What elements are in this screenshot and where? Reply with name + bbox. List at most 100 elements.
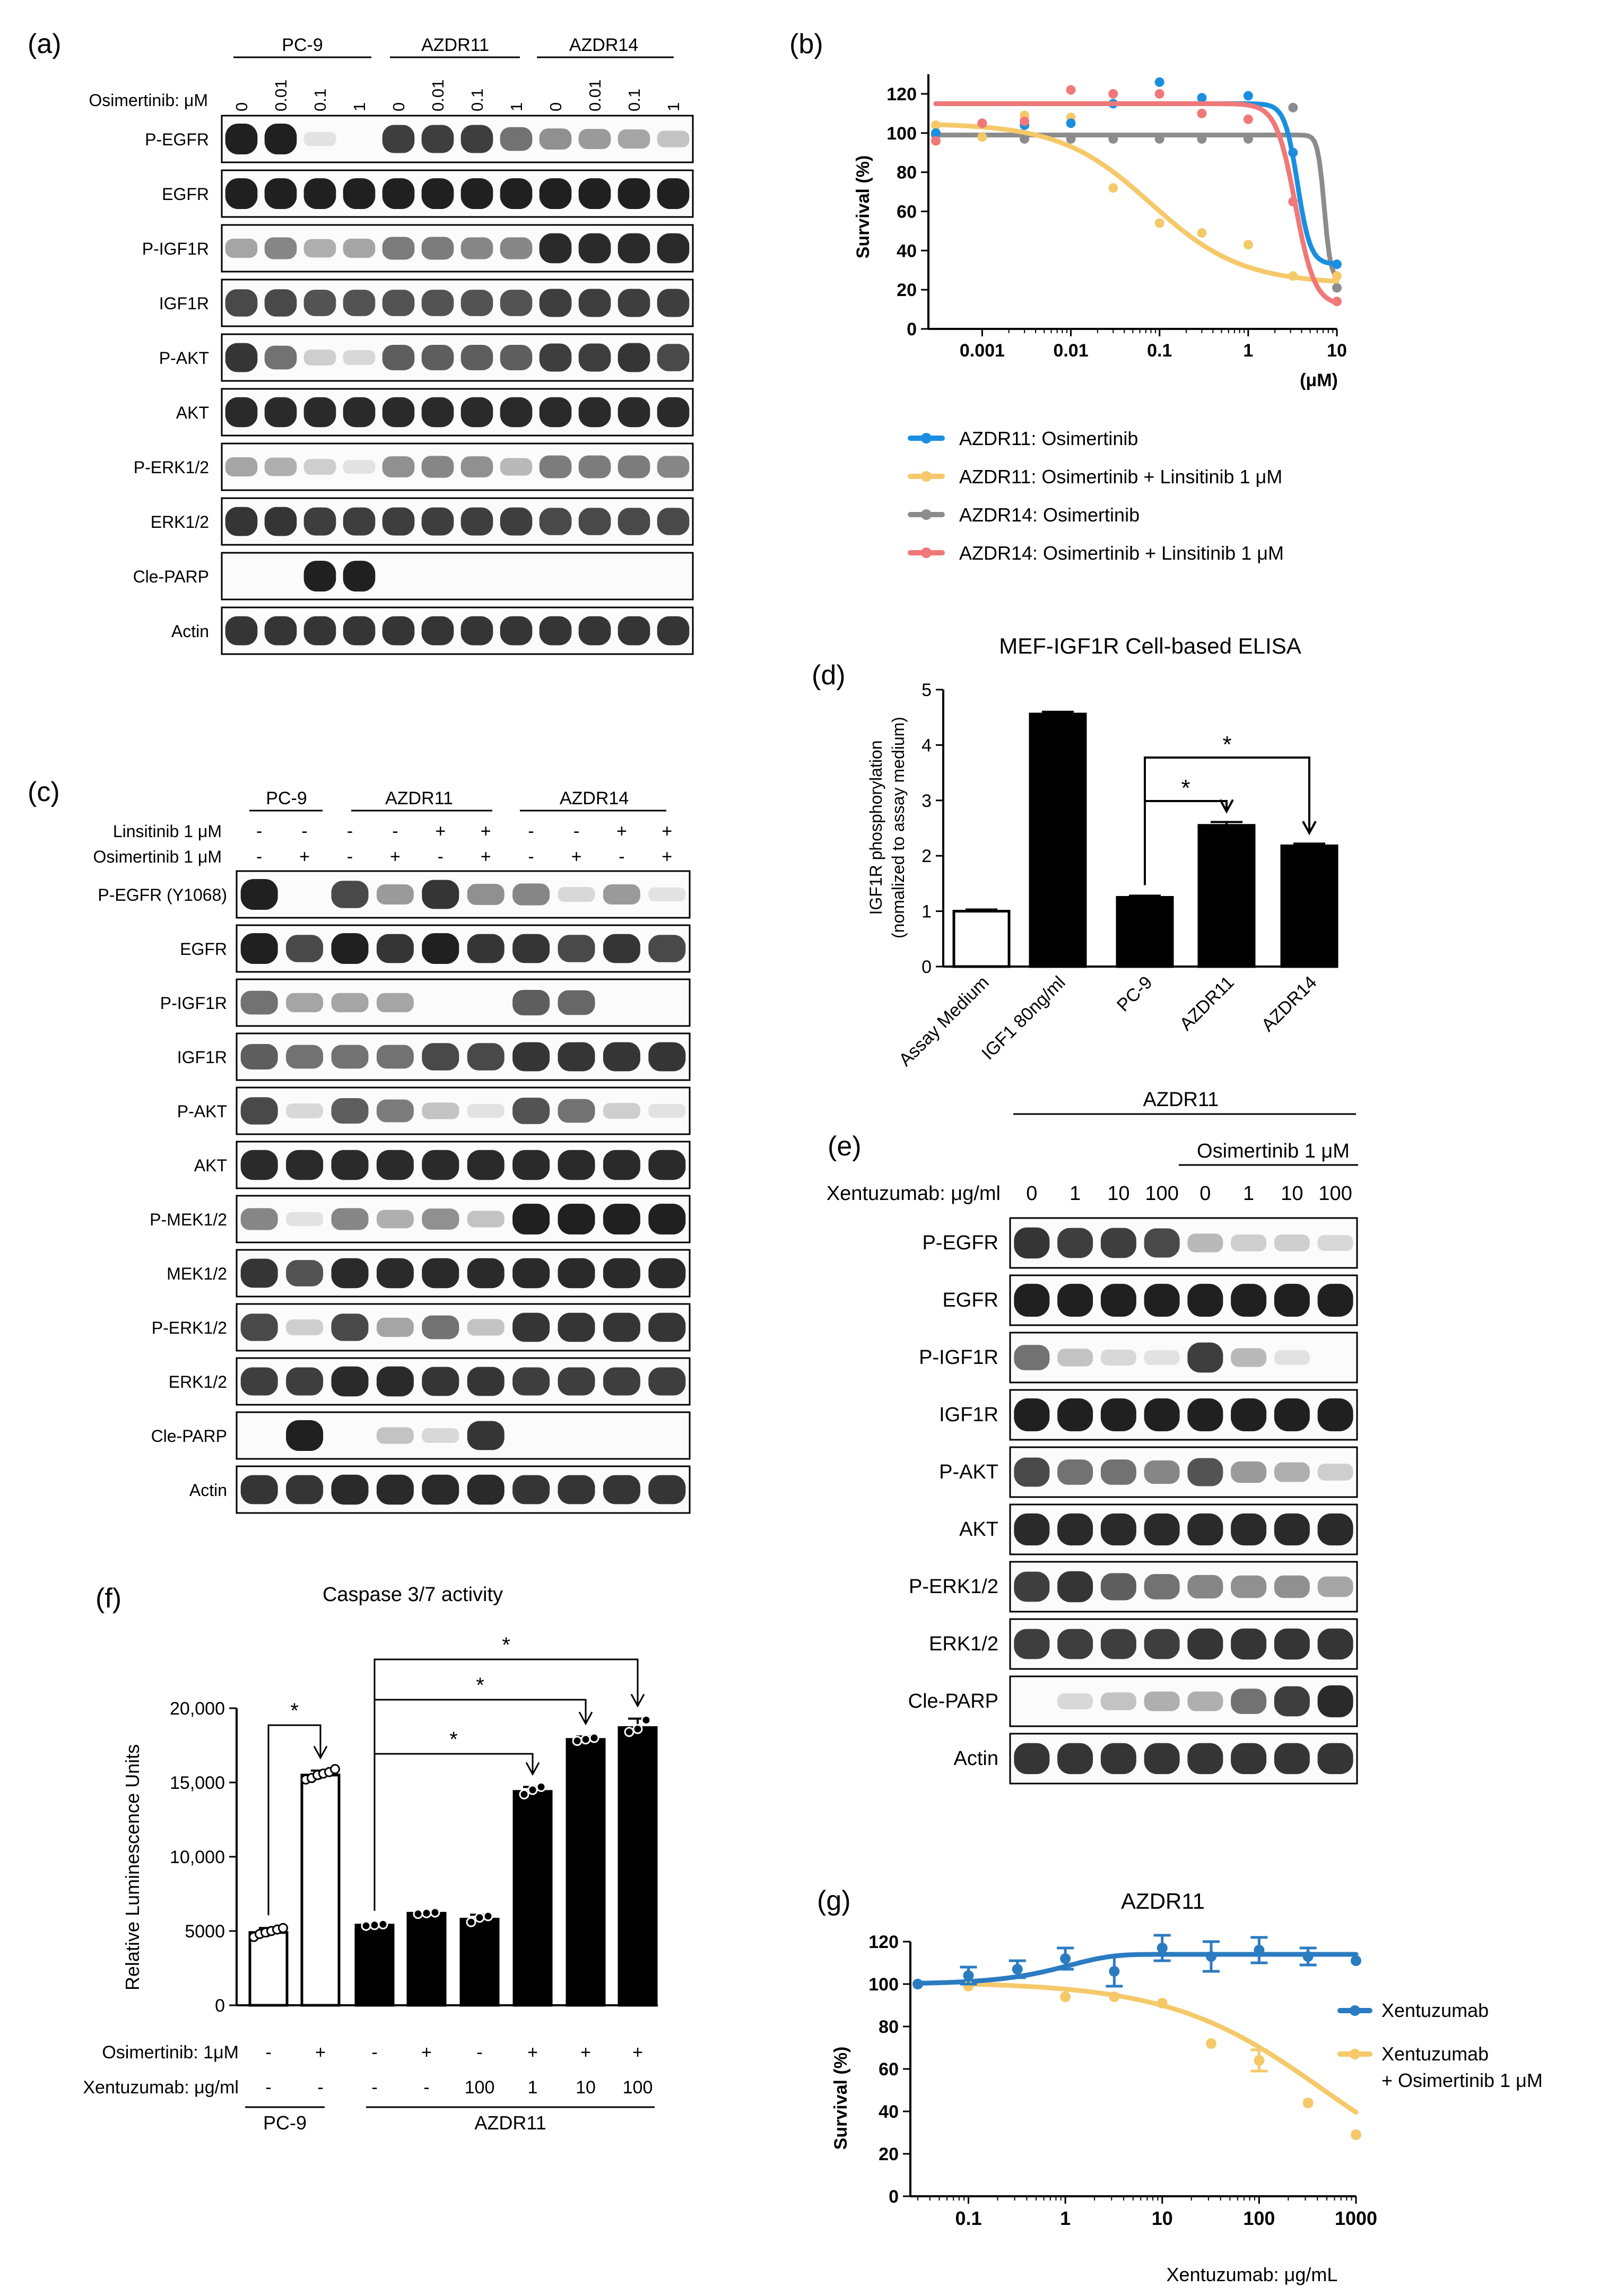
band — [1014, 1227, 1050, 1259]
band — [382, 290, 415, 316]
band — [240, 1150, 278, 1180]
data-point — [1020, 134, 1030, 144]
band — [657, 508, 690, 535]
legend-marker — [1350, 2049, 1360, 2059]
band — [603, 1150, 640, 1180]
band — [343, 507, 376, 536]
blot-strip — [221, 552, 694, 601]
significance-star: * — [476, 1674, 484, 1697]
dose-label: 0.01 — [586, 80, 604, 111]
band — [1274, 1350, 1310, 1366]
data-point — [1197, 228, 1207, 238]
data-point — [624, 1727, 634, 1737]
band — [225, 507, 258, 536]
significance-bracket — [373, 1658, 639, 1911]
y-tick-label: 60 — [897, 202, 917, 222]
band — [1187, 1398, 1223, 1432]
dose-label: 10 — [1107, 1182, 1129, 1205]
caspase-bar-plot: 0 5000 10,000 15,000 20,000 * * * * — [170, 1633, 658, 2016]
band — [1231, 1628, 1267, 1660]
band — [1014, 1629, 1050, 1659]
panel-a-blot: PC-9 AZDR11 AZDR14 Osimertinib: μM 0 0.01… — [89, 35, 694, 655]
data-point — [1254, 1945, 1265, 1955]
significance-arrow — [1302, 821, 1317, 836]
band — [460, 456, 493, 477]
data-point — [1351, 1955, 1361, 1966]
bar — [1197, 824, 1256, 968]
band — [467, 934, 505, 963]
band — [1100, 1513, 1136, 1546]
dose-label: 0.1 — [625, 89, 644, 111]
group-label: AZDR11 — [385, 788, 453, 808]
band — [382, 397, 415, 428]
band — [603, 1367, 640, 1396]
data-point — [361, 1920, 371, 1931]
band — [286, 1319, 324, 1335]
treatment-sign: - — [423, 2077, 429, 2098]
blot-row-label: P-IGF1R — [142, 239, 209, 258]
bar — [1029, 712, 1087, 968]
bar — [300, 1773, 341, 2007]
blot-row-label: P-AKT — [177, 1102, 227, 1121]
band — [422, 1258, 459, 1289]
data-point — [977, 132, 987, 142]
band — [578, 233, 611, 264]
band — [376, 1210, 414, 1229]
y-tick-label: 4 — [921, 735, 932, 755]
y-tick-label: 20,000 — [170, 1699, 225, 1719]
panel-e-letter: (e) — [828, 1131, 862, 1162]
band — [467, 1103, 505, 1118]
band — [558, 1312, 595, 1342]
band — [264, 289, 297, 317]
treatment-sign: - — [317, 2077, 323, 2098]
band — [286, 1045, 324, 1069]
band — [421, 125, 454, 153]
data-point — [1288, 197, 1298, 206]
legend: AZDR11: Osimertinib AZDR11: Osimertinib +… — [908, 428, 1284, 564]
blot-row-label: P-ERK1/2 — [134, 458, 209, 477]
treatment-sign: + — [390, 847, 401, 867]
panel-c-letter: (c) — [28, 777, 60, 807]
dose-label: 0 — [1026, 1182, 1037, 1205]
y-axis-label: IGF1R phosphorylation — [866, 740, 885, 915]
dose-label: 10 — [1281, 1182, 1303, 1205]
blot-row-label: ERK1/2 — [169, 1372, 227, 1391]
band — [648, 1203, 686, 1235]
band — [1057, 1513, 1093, 1546]
treatment-sign: + — [421, 2042, 432, 2063]
band — [1231, 1348, 1267, 1367]
y-tick-label: 80 — [879, 2017, 899, 2037]
band — [467, 1258, 505, 1289]
x-tick-label: 10 — [1327, 341, 1347, 361]
data-point — [1243, 134, 1253, 144]
blot-row-label: P-EGFR — [922, 1232, 998, 1254]
series-line — [933, 101, 1340, 306]
treatment-sign: - — [528, 847, 534, 867]
band — [331, 933, 369, 964]
data-point — [483, 1911, 493, 1921]
band — [618, 616, 650, 646]
band — [1144, 1460, 1180, 1484]
band — [1187, 1513, 1223, 1546]
band — [1317, 1283, 1353, 1317]
data-point — [527, 1785, 538, 1795]
band — [1057, 1693, 1093, 1709]
x-tick-label: 0.1 — [955, 2207, 981, 2229]
band — [1317, 1628, 1353, 1660]
band — [618, 233, 650, 264]
treatment-sign: - — [371, 2077, 377, 2098]
band — [460, 237, 493, 259]
blot-strip — [221, 497, 694, 546]
band — [1100, 1573, 1136, 1601]
band — [264, 237, 297, 259]
band — [603, 884, 640, 905]
band — [603, 1042, 640, 1072]
bar — [1280, 844, 1338, 968]
band — [343, 397, 376, 428]
significance-bracket — [1144, 756, 1310, 885]
dose-label: 0 — [389, 102, 408, 111]
band — [1014, 1345, 1050, 1370]
band — [1100, 1459, 1136, 1485]
band — [512, 1203, 550, 1235]
